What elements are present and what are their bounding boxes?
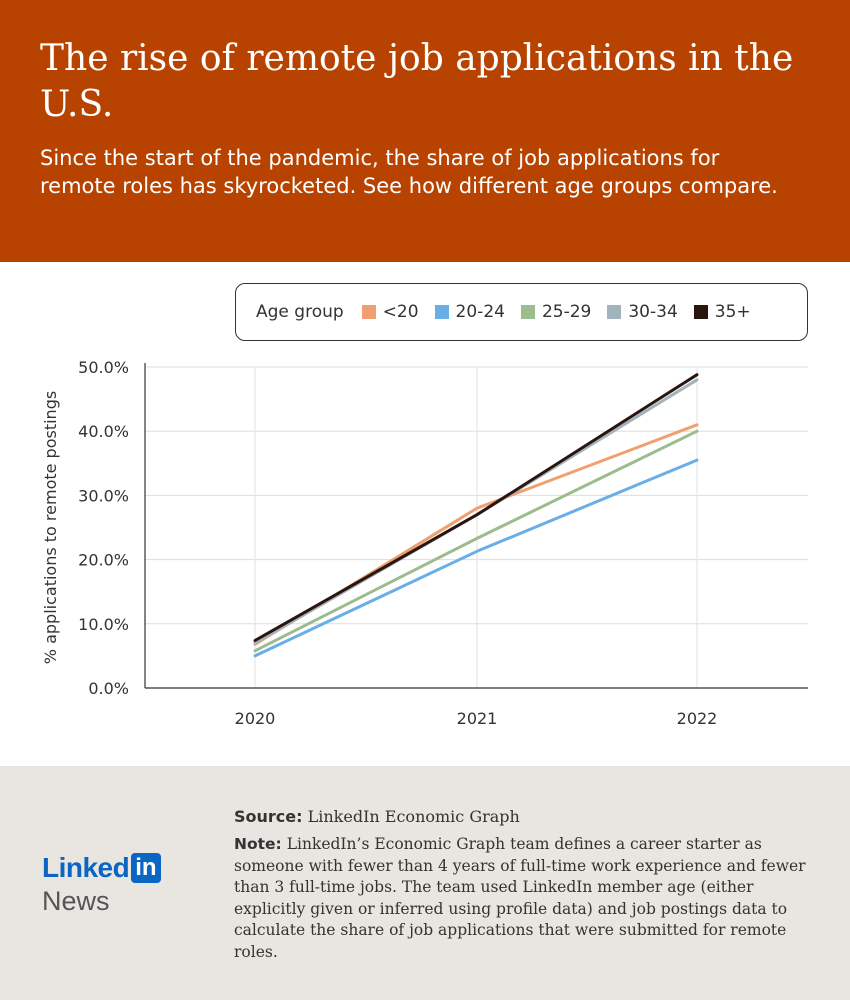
y-tick-label: 40.0% bbox=[78, 422, 129, 441]
legend-label: 30-34 bbox=[628, 302, 678, 322]
legend-item: 20-24 bbox=[434, 302, 505, 322]
legend-label: 25-29 bbox=[541, 302, 592, 322]
series-line-<20 bbox=[253, 423, 699, 646]
source-text: LinkedIn Economic Graph bbox=[307, 807, 520, 826]
legend-label: 35+ bbox=[714, 302, 751, 322]
chart-legend: Age group <20 20-24 25-29 30-34 35+ bbox=[235, 283, 808, 341]
logo-linked-text: Linked bbox=[42, 852, 130, 883]
logo-in-badge: in bbox=[131, 853, 161, 883]
legend-swatch bbox=[361, 305, 376, 319]
legend-item: <20 bbox=[361, 302, 419, 322]
y-axis-label: % applications to remote postings bbox=[41, 391, 60, 664]
legend-title: Age group bbox=[256, 302, 344, 322]
legend-swatch bbox=[693, 305, 708, 319]
series-line-20-24 bbox=[253, 458, 699, 658]
note-label: Note: bbox=[234, 835, 282, 853]
legend-item: 30-34 bbox=[607, 302, 678, 322]
source-label: Source: bbox=[234, 807, 303, 826]
y-tick-label: 20.0% bbox=[78, 551, 129, 570]
logo-news-text: News bbox=[42, 886, 110, 916]
page-subtitle: Since the start of the pandemic, the sha… bbox=[40, 146, 778, 198]
y-tick-label: 30.0% bbox=[78, 486, 129, 505]
x-tick-label: 2021 bbox=[457, 709, 498, 728]
series-line-25-29 bbox=[253, 429, 699, 653]
legend-swatch bbox=[520, 305, 535, 319]
legend-label: <20 bbox=[382, 302, 419, 322]
legend-swatch bbox=[607, 305, 622, 319]
linkedin-news-logo: Linked in News bbox=[42, 852, 182, 917]
series-line-35+ bbox=[253, 373, 699, 642]
legend-item: 25-29 bbox=[520, 302, 592, 322]
y-tick-label: 0.0% bbox=[88, 679, 129, 698]
legend-swatch bbox=[434, 305, 449, 319]
header-banner: The rise of remote job applications in t… bbox=[0, 0, 850, 262]
line-chart: 0.0% 10.0% 20.0% 30.0% 40.0% 50.0% 2020 2021 202… bbox=[41, 358, 808, 728]
x-tick-label: 2020 bbox=[235, 709, 276, 728]
note-text: LinkedIn’s Economic Graph team defines a… bbox=[234, 835, 806, 961]
legend-label: 20-24 bbox=[455, 302, 505, 322]
note-paragraph: Note: LinkedIn’s Economic Graph team def… bbox=[234, 834, 826, 963]
x-tick-label: 2022 bbox=[677, 709, 718, 728]
page-title: The rise of remote job applications in t… bbox=[40, 38, 794, 125]
y-tick-label: 10.0% bbox=[78, 615, 129, 634]
legend-items: <20 20-24 25-29 30-34 35+ bbox=[361, 302, 767, 322]
legend-item: 35+ bbox=[693, 302, 751, 322]
y-tick-label: 50.0% bbox=[78, 358, 129, 377]
footer bbox=[0, 766, 850, 1000]
source-line: Source: LinkedIn Economic Graph bbox=[234, 806, 824, 827]
